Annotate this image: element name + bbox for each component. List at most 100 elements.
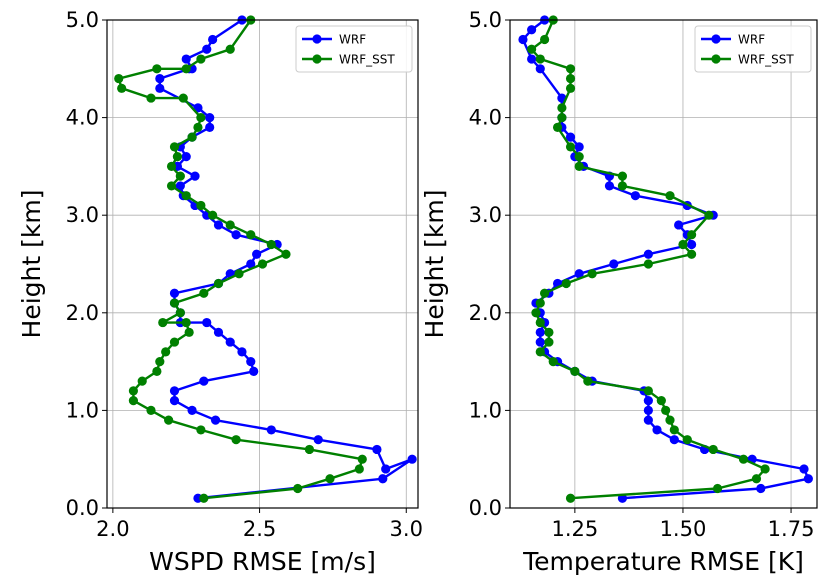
data-point bbox=[237, 347, 247, 357]
data-point bbox=[190, 171, 200, 181]
data-point bbox=[313, 435, 323, 445]
series-line-wrf bbox=[158, 18, 414, 500]
legend-label: WRF_SST bbox=[339, 53, 395, 67]
data-point bbox=[708, 444, 718, 455]
y-tick-label: 4.0 bbox=[66, 106, 99, 130]
data-point bbox=[656, 396, 666, 406]
data-point bbox=[527, 25, 537, 35]
data-point bbox=[565, 64, 576, 74]
data-point bbox=[669, 425, 679, 435]
data-point bbox=[187, 405, 197, 415]
data-point bbox=[196, 200, 206, 211]
data-point bbox=[587, 269, 597, 279]
data-point bbox=[202, 44, 212, 54]
y-tick-label: 4.0 bbox=[469, 106, 502, 130]
x-axis-label: WSPD RMSE [m/s] bbox=[149, 547, 376, 576]
data-point bbox=[196, 54, 206, 64]
data-point bbox=[266, 239, 276, 250]
data-point bbox=[169, 337, 180, 347]
data-point bbox=[146, 93, 156, 103]
data-point bbox=[205, 122, 215, 132]
data-point bbox=[225, 44, 235, 54]
legend-label: WRF_SST bbox=[738, 53, 794, 67]
data-point bbox=[535, 317, 545, 328]
data-point bbox=[199, 376, 209, 386]
data-point bbox=[152, 64, 162, 74]
y-tick-label: 2.0 bbox=[66, 301, 99, 325]
data-point bbox=[155, 357, 165, 367]
data-point bbox=[169, 386, 180, 396]
data-point bbox=[527, 54, 537, 64]
data-point bbox=[117, 83, 127, 93]
wspd-rmse-panel: 2.0 2.5 3.0 0.0 1.0 2.0 3.0 4.0 5.0 WSPD RMSE [m/… bbox=[17, 8, 423, 576]
data-point bbox=[266, 425, 276, 435]
data-point bbox=[687, 230, 697, 240]
data-point bbox=[166, 181, 177, 191]
data-point bbox=[617, 171, 628, 181]
data-point bbox=[246, 357, 256, 367]
data-point bbox=[378, 474, 388, 484]
data-point bbox=[531, 308, 541, 318]
data-point bbox=[213, 327, 224, 337]
data-point bbox=[583, 376, 593, 386]
data-point bbox=[187, 132, 197, 142]
data-point bbox=[738, 454, 749, 464]
data-point bbox=[674, 220, 684, 230]
data-point bbox=[184, 327, 194, 337]
data-point bbox=[678, 239, 688, 250]
data-point bbox=[181, 152, 191, 162]
data-point bbox=[175, 308, 185, 318]
data-point bbox=[357, 454, 367, 464]
data-point bbox=[609, 259, 619, 269]
data-point bbox=[205, 113, 215, 123]
data-point bbox=[687, 239, 697, 250]
y-axis-label: Height [km] bbox=[17, 190, 46, 339]
x-tick-label: 1.75 bbox=[768, 517, 815, 541]
data-point bbox=[574, 142, 584, 152]
data-point bbox=[161, 347, 171, 357]
plot-frame bbox=[509, 19, 818, 509]
data-point bbox=[213, 220, 224, 230]
data-point bbox=[128, 396, 139, 406]
data-point bbox=[643, 405, 653, 415]
data-point bbox=[548, 357, 558, 367]
data-point bbox=[574, 161, 584, 171]
data-point bbox=[225, 220, 235, 230]
data-point bbox=[252, 249, 262, 259]
data-point bbox=[669, 435, 679, 445]
x-tick-label: 1.50 bbox=[660, 517, 707, 541]
data-point bbox=[354, 464, 364, 474]
legend-marker bbox=[711, 34, 721, 44]
y-tick-label: 1.0 bbox=[469, 398, 502, 422]
data-point bbox=[199, 288, 209, 298]
data-point bbox=[535, 64, 545, 74]
data-point bbox=[164, 415, 174, 425]
series-line-wrf bbox=[521, 19, 810, 500]
data-point bbox=[661, 405, 671, 415]
data-point bbox=[210, 415, 221, 425]
data-point bbox=[682, 435, 692, 445]
y-tick-label: 0.0 bbox=[66, 496, 99, 520]
data-point bbox=[565, 493, 576, 503]
data-point bbox=[225, 337, 235, 347]
legend: WRF WRF_SST bbox=[295, 25, 413, 73]
legend: WRF WRF_SST bbox=[694, 25, 812, 73]
data-point bbox=[166, 161, 177, 171]
data-point bbox=[155, 73, 165, 84]
data-point bbox=[231, 230, 241, 240]
x-axis-label: Temperature RMSE [K] bbox=[522, 547, 804, 576]
data-point bbox=[803, 474, 813, 484]
data-point bbox=[535, 54, 545, 64]
data-point bbox=[175, 171, 185, 181]
data-point bbox=[372, 444, 382, 455]
legend-label: WRF bbox=[738, 33, 765, 47]
data-point bbox=[169, 298, 180, 308]
data-point bbox=[544, 337, 554, 347]
data-point bbox=[325, 474, 335, 484]
data-point bbox=[196, 425, 206, 435]
legend-marker bbox=[312, 54, 322, 64]
y-tick-label: 5.0 bbox=[469, 8, 502, 32]
data-point bbox=[175, 181, 185, 191]
legend-label: WRF bbox=[339, 33, 366, 47]
data-point bbox=[137, 376, 147, 386]
